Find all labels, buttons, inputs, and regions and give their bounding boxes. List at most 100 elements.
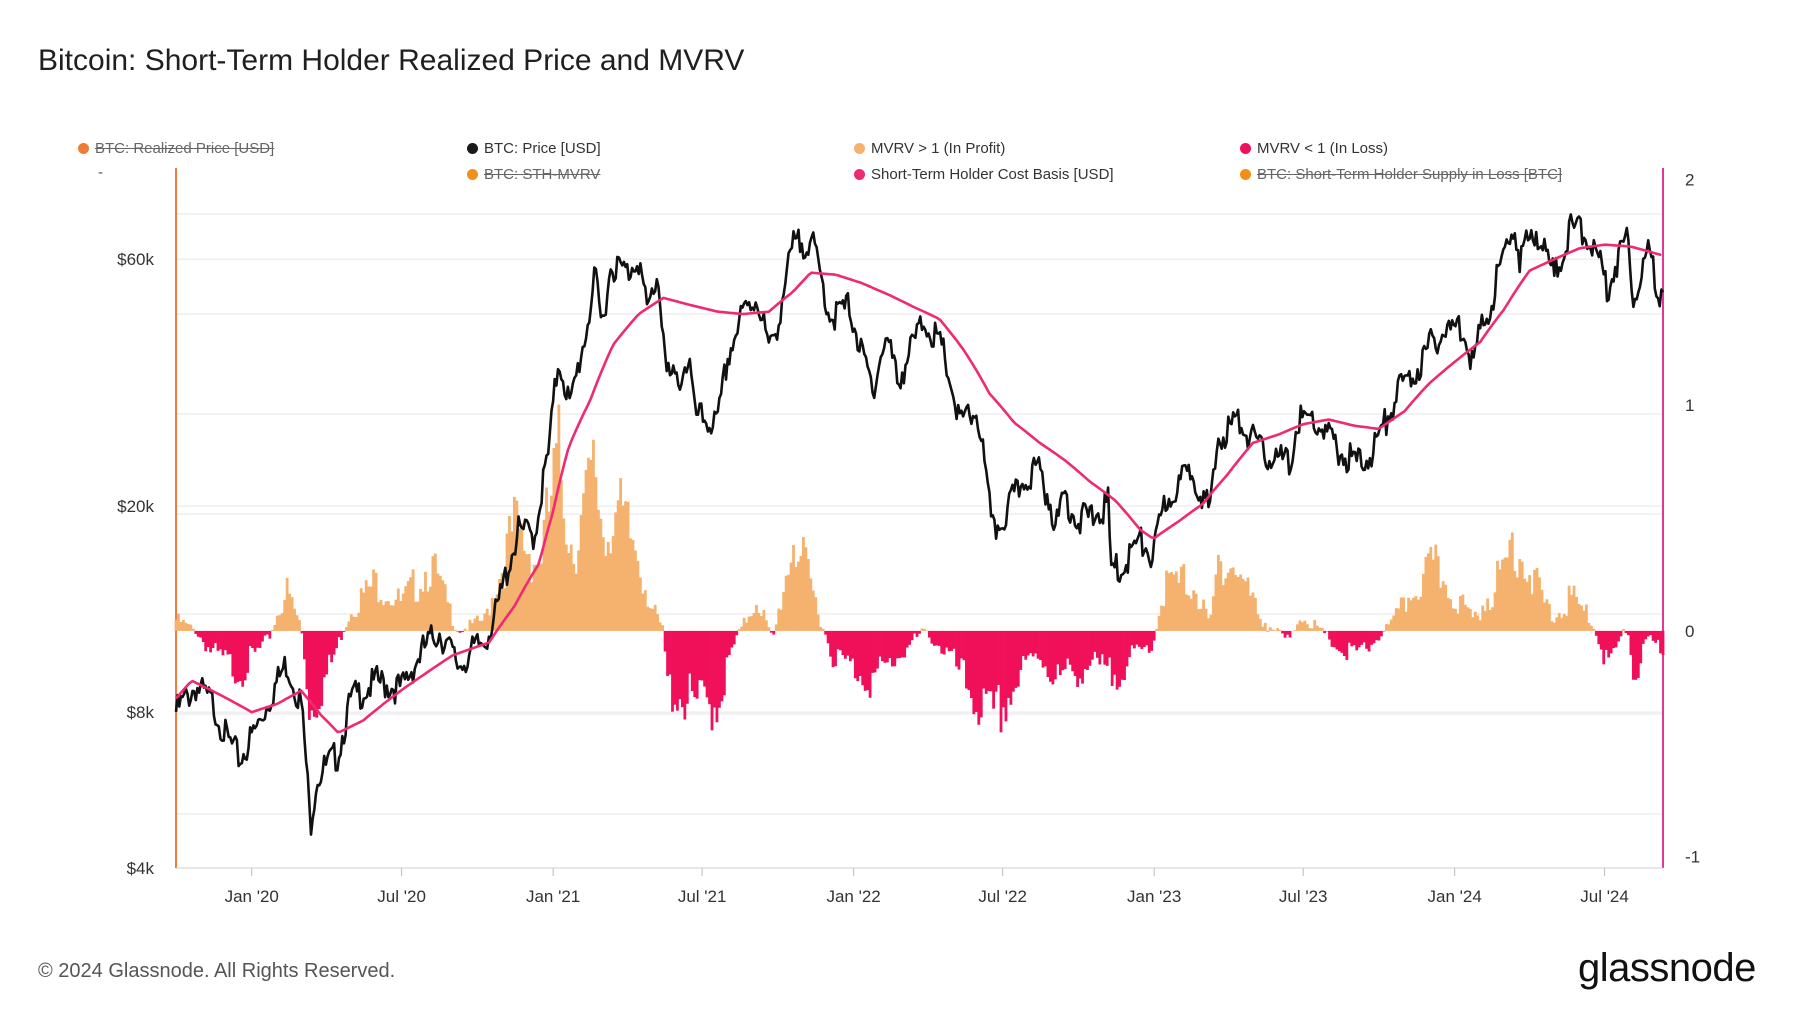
legend-label: MVRV < 1 (In Loss) xyxy=(1257,140,1389,157)
mvrv-profit-bar xyxy=(1392,615,1396,631)
mvrv-profit-bar xyxy=(1239,574,1243,631)
mvrv-profit-bar xyxy=(1187,595,1191,631)
mvrv-loss-bar xyxy=(1370,630,1373,645)
mvrv-loss-bar xyxy=(708,630,711,705)
mvrv-profit-bar xyxy=(559,480,563,631)
mvrv-profit-bar xyxy=(1503,557,1507,631)
mvrv-profit-bar xyxy=(391,605,395,631)
mvrv-loss-bar xyxy=(1634,630,1638,680)
legend-item-price[interactable]: BTC: Price [USD] xyxy=(467,140,601,157)
mvrv-loss-bar xyxy=(690,630,694,692)
mvrv-profit-bar xyxy=(1258,619,1262,631)
mvrv-profit-bar xyxy=(1318,627,1322,631)
mvrv-loss-bar xyxy=(1150,630,1154,651)
mvrv-loss-bar xyxy=(1602,630,1606,665)
legend-item-sth-cost-basis[interactable]: Short-Term Holder Cost Basis [USD] xyxy=(854,166,1114,183)
mvrv-profit-bar xyxy=(1207,618,1210,631)
mvrv-loss-bar xyxy=(216,630,220,651)
mvrv-loss-bar xyxy=(834,630,837,667)
mvrv-loss-bar xyxy=(1086,630,1089,670)
mvrv-loss-bar xyxy=(263,630,267,636)
mvrv-profit-bar xyxy=(1320,627,1324,631)
mvrv-profit-bar xyxy=(1308,628,1312,631)
y-tick-label-right: 2 xyxy=(1685,170,1694,189)
mvrv-profit-bar xyxy=(1412,597,1415,631)
mvrv-profit-bar xyxy=(174,619,178,631)
legend-item-mvrv-loss[interactable]: MVRV < 1 (In Loss) xyxy=(1240,140,1388,157)
mvrv-loss-bar xyxy=(1661,630,1665,656)
legend-item-mvrv-profit[interactable]: MVRV > 1 (In Profit) xyxy=(854,140,1005,157)
mvrv-profit-bar xyxy=(646,606,650,631)
mvrv-profit-bar xyxy=(1567,585,1571,631)
mvrv-loss-bar xyxy=(1078,630,1082,679)
mvrv-loss-bar xyxy=(1627,630,1630,636)
mvrv-loss-bar xyxy=(204,630,208,652)
mvrv-profit-bar xyxy=(606,542,610,631)
mvrv-loss-bar xyxy=(927,630,931,638)
mvrv-profit-bar xyxy=(589,459,593,631)
mvrv-profit-bar xyxy=(1313,619,1317,631)
mvrv-loss-bar xyxy=(1382,630,1386,632)
mvrv-profit-bar xyxy=(270,629,274,631)
mvrv-profit-bar xyxy=(389,605,393,631)
mvrv-profit-bar xyxy=(631,539,635,631)
mvrv-loss-bar xyxy=(703,630,707,687)
mvrv-loss-bar xyxy=(1636,630,1640,678)
mvrv-profit-bar xyxy=(569,544,573,631)
mvrv-profit-bar xyxy=(1300,622,1304,631)
mvrv-loss-bar xyxy=(1088,630,1092,666)
mvrv-loss-bar xyxy=(683,630,687,720)
mvrv-loss-bar xyxy=(1377,630,1381,641)
mvrv-loss-bar xyxy=(1016,630,1020,687)
mvrv-profit-bar xyxy=(1468,608,1472,631)
mvrv-loss-bar xyxy=(999,630,1003,733)
mvrv-loss-bar xyxy=(1103,630,1107,665)
x-tick-label: Jan '24 xyxy=(1428,887,1482,906)
mvrv-loss-bar xyxy=(1333,630,1336,648)
mvrv-loss-bar xyxy=(1031,630,1035,657)
mvrv-profit-bar xyxy=(490,598,494,631)
mvrv-loss-bar xyxy=(1612,630,1615,649)
mvrv-loss-bar xyxy=(960,630,963,659)
mvrv-profit-bar xyxy=(404,586,408,631)
mvrv-loss-bar xyxy=(1058,630,1062,676)
mvrv-profit-bar xyxy=(1488,609,1492,631)
mvrv-profit-bar xyxy=(1231,567,1235,631)
mvrv-loss-bar xyxy=(1644,630,1648,640)
mvrv-loss-bar xyxy=(1338,630,1341,652)
mvrv-profit-bar xyxy=(280,613,284,631)
mvrv-loss-bar xyxy=(885,630,889,663)
mvrv-loss-bar xyxy=(945,630,949,648)
mvrv-loss-bar xyxy=(196,630,200,637)
mvrv-profit-bar xyxy=(787,574,790,631)
legend-item-realized-price[interactable]: BTC: Realized Price [USD] xyxy=(78,140,274,157)
mvrv-loss-bar xyxy=(312,630,316,717)
mvrv-profit-bar xyxy=(802,537,805,631)
mvrv-profit-bar xyxy=(624,501,627,631)
mvrv-profit-bar xyxy=(431,556,435,631)
mvrv-profit-bar xyxy=(1397,608,1401,631)
mvrv-loss-bar xyxy=(1335,630,1339,650)
mvrv-loss-bar xyxy=(671,630,674,712)
legend-item-sth-mvrv[interactable]: BTC: STH-MVRV xyxy=(467,166,600,183)
mvrv-loss-bar xyxy=(1011,630,1015,692)
mvrv-loss-bar xyxy=(994,630,998,692)
mvrv-loss-bar xyxy=(1367,630,1371,652)
mvrv-profit-bar xyxy=(1219,561,1223,631)
mvrv-profit-bar xyxy=(433,553,437,631)
mvrv-profit-bar xyxy=(367,586,371,631)
legend-item-sth-supply-loss[interactable]: BTC: Short-Term Holder Supply in Loss [B… xyxy=(1240,166,1562,183)
mvrv-loss-bar xyxy=(1599,630,1603,650)
mvrv-profit-bar xyxy=(436,573,440,631)
mvrv-loss-bar xyxy=(1342,630,1346,657)
mvrv-profit-bar xyxy=(797,561,800,631)
x-tick-label: Jan '23 xyxy=(1127,887,1181,906)
mvrv-loss-bar xyxy=(957,630,961,670)
mvrv-loss-bar xyxy=(952,630,956,649)
mvrv-profit-bar xyxy=(638,577,642,631)
mvrv-loss-bar xyxy=(772,630,776,635)
mvrv-loss-bar xyxy=(824,630,828,635)
mvrv-loss-bar xyxy=(206,630,210,648)
mvrv-profit-bar xyxy=(1162,606,1166,631)
